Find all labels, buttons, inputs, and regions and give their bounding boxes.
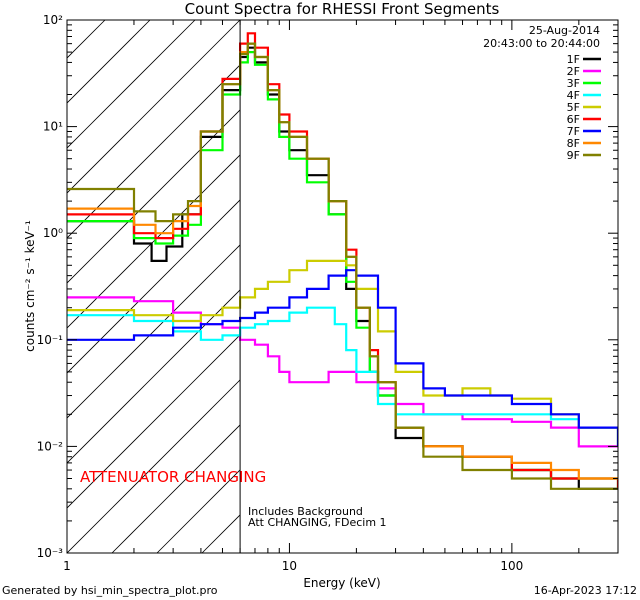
series-group — [67, 32, 618, 490]
y-axis-label: counts cm⁻² s⁻¹ keV⁻¹ — [23, 220, 37, 352]
legend-label-1f: 1F — [567, 53, 580, 66]
date-label: 25-Aug-2014 — [529, 24, 600, 37]
legend-label-9f: 9F — [567, 149, 580, 162]
hatch-line — [607, 20, 640, 553]
y-tick-label: 10⁻³ — [37, 546, 64, 560]
series-line-7f — [67, 269, 618, 447]
hatch-line — [111, 424, 241, 553]
time-range-label: 20:43:00 to 20:44:00 — [483, 37, 600, 50]
axis-ticks — [66, 19, 619, 554]
y-tick-label: 10⁻¹ — [37, 333, 64, 347]
legend-label-7f: 7F — [567, 125, 580, 138]
hatch-line — [67, 20, 196, 149]
hatched-region — [67, 20, 640, 553]
y-tick-label: 10¹ — [43, 120, 63, 134]
x-tick-label: 1 — [63, 559, 71, 573]
x-tick-label: 10 — [282, 559, 297, 573]
hatch-line — [292, 20, 640, 553]
legend-label-6f: 6F — [567, 113, 580, 126]
hatch-line — [427, 20, 640, 553]
chart-title: Count Spectra for RHESSI Front Segments — [185, 0, 500, 18]
hatch-line — [67, 20, 241, 194]
generated-by-text: Generated by hsi_min_spectra_plot.pro — [2, 584, 218, 597]
timestamp-text: 16-Apr-2023 17:12 — [534, 584, 637, 597]
series-line-3f — [67, 51, 618, 489]
x-tick-label: 100 — [500, 559, 523, 573]
series-line-5f — [67, 259, 618, 447]
attenuator-text: ATTENUATOR CHANGING — [80, 468, 266, 486]
y-tick-label: 10⁻² — [37, 439, 64, 453]
y-tick-label: 10² — [43, 13, 63, 27]
hatch-line — [472, 20, 640, 553]
hatch-line — [247, 20, 640, 553]
att-note: Att CHANGING, FDecim 1 — [248, 516, 387, 529]
series-line-2f — [67, 296, 618, 448]
hatch-line — [337, 20, 640, 553]
hatch-line — [67, 379, 241, 553]
background-note: Includes Background — [248, 505, 363, 518]
legend-label-3f: 3F — [567, 77, 580, 90]
x-axis-label: Energy (keV) — [303, 576, 380, 590]
legend-label-2f: 2F — [567, 65, 580, 78]
legend-label-8f: 8F — [567, 137, 580, 150]
hatch-line — [67, 334, 241, 509]
hatch-line — [67, 64, 241, 239]
legend-label-5f: 5F — [567, 101, 580, 114]
y-tick-label: 10⁰ — [43, 226, 63, 240]
series-line-4f — [67, 306, 618, 447]
axis-tick-labels: 1 10 100 10⁻³ 10⁻² 10⁻¹ 10⁰ 10¹ 10² — [37, 13, 524, 573]
legend-label-4f: 4F — [567, 89, 580, 102]
hatch-line — [67, 154, 241, 329]
series-line-9f — [67, 42, 618, 490]
hatch-line — [67, 244, 241, 419]
plot-frame — [66, 19, 619, 554]
hatch-line — [67, 199, 241, 374]
